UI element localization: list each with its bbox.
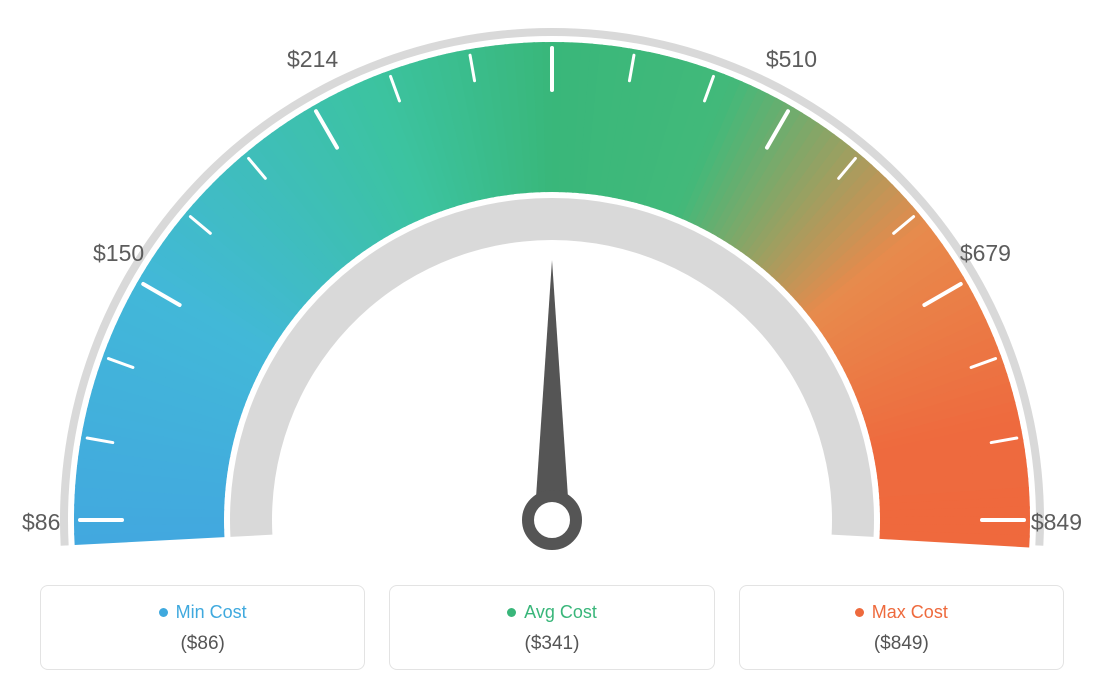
dot-icon: [507, 608, 516, 617]
svg-text:$214: $214: [287, 46, 338, 72]
svg-text:$86: $86: [22, 509, 60, 535]
svg-text:$679: $679: [960, 240, 1011, 266]
svg-text:$341: $341: [526, 0, 577, 1]
legend-value-max: ($849): [750, 633, 1053, 655]
legend-label-text: Max Cost: [872, 602, 948, 623]
svg-text:$510: $510: [766, 46, 817, 72]
legend-card-min: Min Cost ($86): [40, 585, 365, 670]
legend-value-avg: ($341): [400, 633, 703, 655]
svg-text:$849: $849: [1031, 509, 1082, 535]
legend-label-max: Max Cost: [855, 602, 948, 623]
legend-label-min: Min Cost: [159, 602, 247, 623]
legend-card-avg: Avg Cost ($341): [389, 585, 714, 670]
dot-icon: [855, 608, 864, 617]
legend-value-min: ($86): [51, 633, 354, 655]
cost-gauge-infographic: $86 $150 $214 $341 $510 $679 $849 Min Cost ($8…: [0, 0, 1104, 690]
legend-label-text: Min Cost: [176, 602, 247, 623]
legend-label-text: Avg Cost: [524, 602, 597, 623]
legend-label-avg: Avg Cost: [507, 602, 597, 623]
legend-row: Min Cost ($86) Avg Cost ($341) Max Cost …: [40, 585, 1064, 670]
svg-text:$150: $150: [93, 240, 144, 266]
gauge-chart: $86 $150 $214 $341 $510 $679 $849: [0, 0, 1104, 560]
legend-card-max: Max Cost ($849): [739, 585, 1064, 670]
dot-icon: [159, 608, 168, 617]
